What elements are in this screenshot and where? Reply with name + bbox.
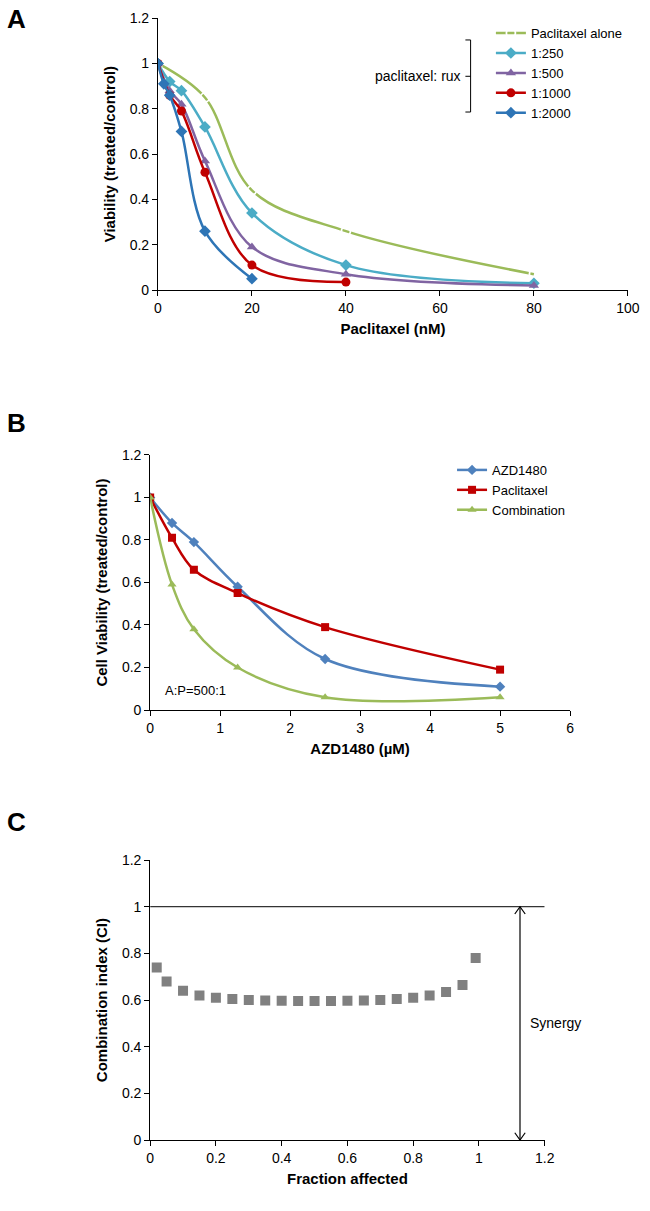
svg-text:0.2: 0.2 <box>130 237 150 253</box>
svg-text:0.4: 0.4 <box>122 1039 142 1055</box>
svg-text:0: 0 <box>146 720 154 736</box>
svg-text:1:500: 1:500 <box>531 66 564 81</box>
svg-text:1:1000: 1:1000 <box>531 86 571 101</box>
svg-text:Synergy: Synergy <box>530 1015 581 1031</box>
svg-text:0: 0 <box>146 1150 154 1166</box>
svg-text:Combination index (CI): Combination index (CI) <box>93 918 110 1082</box>
svg-text:1: 1 <box>216 720 224 736</box>
svg-text:100: 100 <box>616 300 640 316</box>
svg-text:0.2: 0.2 <box>122 659 142 675</box>
svg-text:0.6: 0.6 <box>338 1150 358 1166</box>
svg-text:0.4: 0.4 <box>272 1150 292 1166</box>
svg-text:0.4: 0.4 <box>122 617 142 633</box>
svg-text:1: 1 <box>141 55 149 71</box>
svg-text:40: 40 <box>338 300 354 316</box>
svg-text:1.2: 1.2 <box>130 10 150 26</box>
svg-text:0.6: 0.6 <box>122 992 142 1008</box>
svg-text:1: 1 <box>134 489 142 505</box>
svg-text:paclitaxel: rux: paclitaxel: rux <box>375 68 461 84</box>
svg-text:Paclitaxel (nM): Paclitaxel (nM) <box>340 320 445 337</box>
svg-text:1:250: 1:250 <box>531 46 564 61</box>
svg-text:0.8: 0.8 <box>122 532 142 548</box>
svg-text:Cell Viability (treated/contro: Cell Viability (treated/control) <box>93 478 110 686</box>
svg-text:0: 0 <box>154 300 162 316</box>
svg-text:Viability (treated/control): Viability (treated/control) <box>101 66 118 242</box>
svg-text:1.2: 1.2 <box>535 1150 555 1166</box>
svg-text:60: 60 <box>432 300 448 316</box>
svg-text:Paclitaxel alone: Paclitaxel alone <box>531 26 622 41</box>
svg-text:AZD1480: AZD1480 <box>492 463 547 478</box>
svg-text:20: 20 <box>244 300 260 316</box>
svg-text:1: 1 <box>475 1150 483 1166</box>
svg-text:0.8: 0.8 <box>130 101 150 117</box>
svg-text:0.6: 0.6 <box>130 146 150 162</box>
svg-text:0: 0 <box>134 702 142 718</box>
svg-text:Fraction affected: Fraction affected <box>287 1170 408 1187</box>
svg-text:3: 3 <box>356 720 364 736</box>
svg-text:1.2: 1.2 <box>122 852 142 868</box>
svg-text:A: A <box>7 4 26 34</box>
svg-text:1:2000: 1:2000 <box>531 106 571 121</box>
svg-text:0: 0 <box>141 282 149 298</box>
svg-text:B: B <box>7 408 26 438</box>
svg-text:0: 0 <box>134 1132 142 1148</box>
svg-text:6: 6 <box>566 720 574 736</box>
svg-text:0.6: 0.6 <box>122 574 142 590</box>
svg-text:AZD1480 (µM): AZD1480 (µM) <box>310 740 410 757</box>
svg-text:0.2: 0.2 <box>122 1085 142 1101</box>
svg-text:0.8: 0.8 <box>403 1150 423 1166</box>
svg-text:Combination: Combination <box>492 503 565 518</box>
svg-text:2: 2 <box>286 720 294 736</box>
svg-text:A:P=500:1: A:P=500:1 <box>165 683 226 698</box>
svg-text:1.2: 1.2 <box>122 447 142 463</box>
svg-text:0.8: 0.8 <box>122 945 142 961</box>
svg-text:Paclitaxel: Paclitaxel <box>492 483 548 498</box>
svg-text:C: C <box>7 807 26 837</box>
svg-text:0.4: 0.4 <box>130 191 150 207</box>
svg-text:1: 1 <box>134 899 142 915</box>
svg-text:0.2: 0.2 <box>206 1150 226 1166</box>
svg-text:80: 80 <box>526 300 542 316</box>
svg-text:4: 4 <box>426 720 434 736</box>
svg-text:5: 5 <box>496 720 504 736</box>
